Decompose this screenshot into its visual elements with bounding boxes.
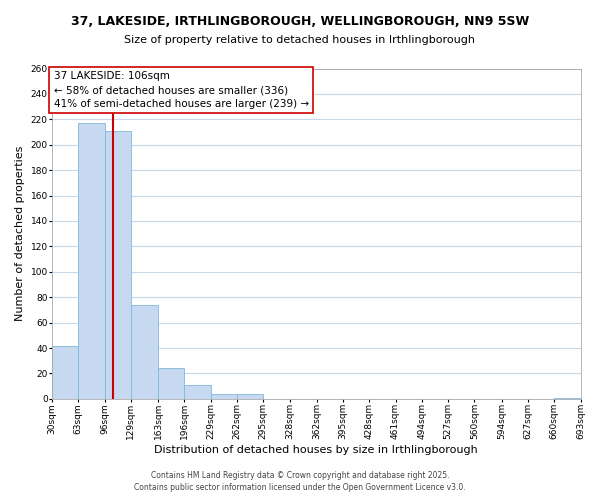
Y-axis label: Number of detached properties: Number of detached properties <box>15 146 25 322</box>
Bar <box>158 368 184 399</box>
X-axis label: Distribution of detached houses by size in Irthlingborough: Distribution of detached houses by size … <box>154 445 478 455</box>
Bar <box>184 385 211 399</box>
Text: 37 LAKESIDE: 106sqm
← 58% of detached houses are smaller (336)
41% of semi-detac: 37 LAKESIDE: 106sqm ← 58% of detached ho… <box>53 71 308 109</box>
Bar <box>104 131 131 399</box>
Text: Contains HM Land Registry data © Crown copyright and database right 2025.
Contai: Contains HM Land Registry data © Crown c… <box>134 471 466 492</box>
Text: Size of property relative to detached houses in Irthlingborough: Size of property relative to detached ho… <box>125 35 476 45</box>
Bar <box>554 398 581 399</box>
Bar <box>211 394 237 399</box>
Bar <box>131 305 158 399</box>
Bar <box>237 394 263 399</box>
Bar <box>78 123 104 399</box>
Text: 37, LAKESIDE, IRTHLINGBOROUGH, WELLINGBOROUGH, NN9 5SW: 37, LAKESIDE, IRTHLINGBOROUGH, WELLINGBO… <box>71 15 529 28</box>
Bar <box>52 346 78 399</box>
